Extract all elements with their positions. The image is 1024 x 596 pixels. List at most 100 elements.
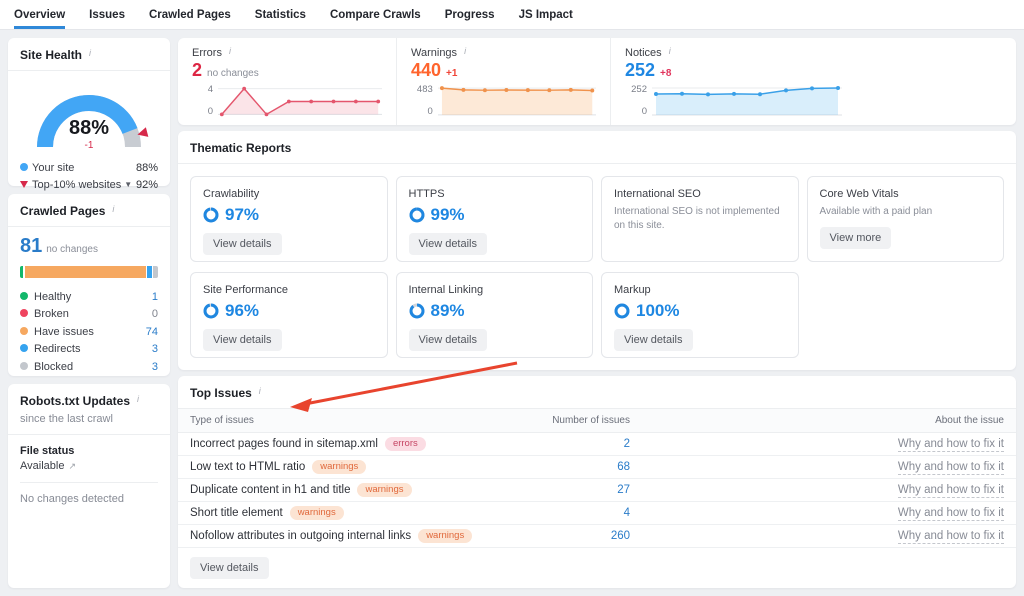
bar-segment-have-issues[interactable] xyxy=(25,266,147,278)
site-health-gauge-wrap: 88% -1 xyxy=(19,75,159,155)
robots-note: No changes detected xyxy=(20,493,124,505)
issue-count-link[interactable]: 68 xyxy=(617,461,630,473)
info-icon[interactable] xyxy=(135,394,145,406)
tab-compare-crawls[interactable]: Compare Crawls xyxy=(329,8,421,21)
warnings-ymin: 0 xyxy=(427,106,433,117)
report-title: Crawlability xyxy=(203,188,260,200)
notices-stat: Notices 252 +8 252 0 xyxy=(610,38,1016,125)
tab-progress[interactable]: Progress xyxy=(444,8,495,21)
top-issues-view-details-button[interactable]: View details xyxy=(190,557,269,579)
issue-count-link[interactable]: 260 xyxy=(610,530,630,542)
crawled-pages-total: 81 xyxy=(20,235,43,257)
broken-count: 0 xyxy=(151,308,158,321)
top-issues-title: Top Issues xyxy=(190,386,252,400)
site-health-delta: -1 xyxy=(84,140,94,151)
blocked-dot-icon xyxy=(20,361,28,370)
why-how-fix-link[interactable]: Why and how to fix it xyxy=(897,484,1004,498)
warnings-value[interactable]: 440 xyxy=(411,60,442,80)
issue-text: Incorrect pages found in sitemap.xml xyxy=(190,438,378,450)
bar-segment-blocked[interactable] xyxy=(153,266,158,278)
report-title: Markup xyxy=(614,284,651,296)
info-icon[interactable] xyxy=(110,204,120,216)
view-details-button[interactable]: View details xyxy=(408,329,487,351)
chevron-down-icon: ▼ xyxy=(124,180,133,189)
issue-badge: warnings xyxy=(418,529,473,543)
benchmark-value: 92% xyxy=(135,178,158,191)
empty-grid-cell xyxy=(807,272,1005,358)
have-issues-label: Have issues xyxy=(34,325,94,338)
progress-ring-icon xyxy=(203,207,219,223)
issue-count-link[interactable]: 27 xyxy=(617,484,630,496)
robots-panel: Robots.txt Updates since the last crawl … xyxy=(8,384,170,588)
healthy-label: Healthy xyxy=(34,290,72,303)
col-number-of-issues: Number of issues xyxy=(552,415,630,426)
tab-overview[interactable]: Overview xyxy=(14,0,66,29)
tab-statistics[interactable]: Statistics xyxy=(254,8,306,21)
file-status-value[interactable]: Available xyxy=(20,460,65,472)
report-card-crawlability: Crawlability 97% View details xyxy=(190,176,388,262)
issue-count-link[interactable]: 2 xyxy=(623,438,630,450)
table-header: Type of issues Number of issues About th… xyxy=(178,408,1016,433)
healthy-dot-icon xyxy=(20,291,28,300)
col-type-of-issues: Type of issues xyxy=(190,415,254,426)
col-about-the-issue: About the issue xyxy=(935,415,1004,426)
report-card-core-web-vitals: Core Web Vitals Available with a paid pl… xyxy=(806,176,1004,262)
notices-sparkline xyxy=(652,86,842,116)
report-desc: Available with a paid plan xyxy=(819,206,933,217)
healthy-count[interactable]: 1 xyxy=(151,290,158,303)
crawled-pages-note: no changes xyxy=(46,244,98,255)
why-how-fix-link[interactable]: Why and how to fix it xyxy=(897,438,1004,452)
report-title: Internal Linking xyxy=(408,284,484,296)
table-row: Incorrect pages found in sitemap.xml err… xyxy=(178,433,1016,456)
crawled-pages-stacked-bar xyxy=(20,266,158,278)
view-more-button[interactable]: View more xyxy=(819,226,892,249)
legend-row-healthy: Healthy 1 xyxy=(20,288,158,306)
tab-js-impact[interactable]: JS Impact xyxy=(518,8,573,21)
external-link-icon[interactable]: ↗ xyxy=(68,460,76,471)
issue-badge: warnings xyxy=(289,506,344,520)
view-details-button[interactable]: View details xyxy=(203,233,282,255)
robots-title: Robots.txt Updates xyxy=(20,394,131,408)
why-how-fix-link[interactable]: Why and how to fix it xyxy=(897,530,1004,544)
warnings-sparkline xyxy=(437,86,596,116)
redirects-count[interactable]: 3 xyxy=(151,343,158,356)
issue-count-link[interactable]: 4 xyxy=(623,507,630,519)
progress-ring-icon xyxy=(614,303,630,319)
view-details-button[interactable]: View details xyxy=(203,329,282,351)
why-how-fix-link[interactable]: Why and how to fix it xyxy=(897,461,1004,475)
view-details-button[interactable]: View details xyxy=(614,329,693,351)
bar-segment-healthy[interactable] xyxy=(20,266,23,278)
tab-crawled-pages[interactable]: Crawled Pages xyxy=(148,8,231,21)
issue-text: Duplicate content in h1 and title xyxy=(190,484,351,496)
info-icon[interactable] xyxy=(462,46,472,58)
why-how-fix-link[interactable]: Why and how to fix it xyxy=(897,507,1004,521)
table-row: Short title element warnings 4 Why and h… xyxy=(178,502,1016,525)
top-nav: Overview Issues Crawled Pages Statistics… xyxy=(0,0,1024,30)
have-issues-count[interactable]: 74 xyxy=(145,325,158,338)
robots-subtitle: since the last crawl xyxy=(8,413,170,435)
your-site-label: Your site xyxy=(32,161,75,174)
site-health-title: Site Health xyxy=(20,48,83,62)
view-details-button[interactable]: View details xyxy=(408,233,487,255)
errors-stat: Errors 2 no changes 4 0 xyxy=(178,38,396,125)
notices-ymin: 0 xyxy=(641,106,647,117)
errors-value[interactable]: 2 xyxy=(192,60,203,80)
report-title: International SEO xyxy=(614,188,701,200)
report-title: Core Web Vitals xyxy=(819,188,899,200)
issue-badge: errors xyxy=(384,437,426,451)
info-icon[interactable] xyxy=(227,46,237,58)
bar-segment-redirects[interactable] xyxy=(147,266,153,278)
info-icon[interactable] xyxy=(87,48,97,60)
errors-delta: no changes xyxy=(207,68,259,79)
progress-ring-icon xyxy=(409,303,424,319)
table-row: Nofollow attributes in outgoing internal… xyxy=(178,525,1016,548)
legend-row-broken: Broken 0 xyxy=(20,306,158,324)
legend-row-have-issues: Have issues 74 xyxy=(20,323,158,341)
tab-issues[interactable]: Issues xyxy=(89,8,125,21)
blocked-count[interactable]: 3 xyxy=(151,360,158,373)
info-icon[interactable] xyxy=(667,46,677,58)
have-issues-dot-icon xyxy=(20,326,28,335)
info-icon[interactable] xyxy=(257,386,267,398)
benchmark-label[interactable]: Top-10% websites ▼ xyxy=(32,178,133,191)
notices-value[interactable]: 252 xyxy=(625,60,656,80)
